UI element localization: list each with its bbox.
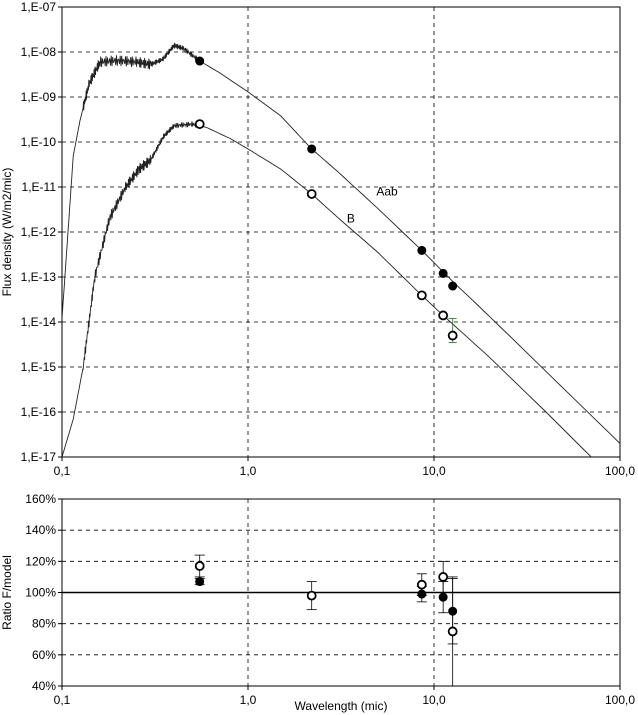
y-tick-label: 140% (25, 523, 56, 537)
data-point-B (306, 189, 317, 199)
data-point-B (416, 290, 427, 301)
y-tick-label: 1,E-16 (21, 405, 57, 419)
x-tick-label: 100,0 (605, 464, 635, 478)
y-tick-label: 1,E-08 (21, 45, 57, 59)
y-tick-label: 40% (32, 679, 56, 693)
data-point-B (194, 119, 205, 129)
x-axis-label: Wavelength (mic) (295, 699, 388, 713)
y-tick-label: 160% (25, 492, 56, 506)
curve-label-aab: Aab (376, 184, 398, 198)
x-tick-label: 1,0 (240, 693, 257, 707)
flux-panel: 1,E-17 1,E-16 1,E-15 1,E-14 1,E-13 1,E-12 1,E-… (0, 0, 635, 478)
y-tick-label: 1,E-13 (21, 270, 57, 284)
ratio-point-B (194, 561, 205, 571)
ratio-point-Aab (438, 592, 448, 602)
data-point-B (438, 310, 449, 321)
x-tick-label: 100,0 (605, 693, 635, 707)
ratio-point-Aab (448, 606, 458, 616)
y-tick-label: 60% (32, 648, 56, 662)
y-axis-label: Flux density (W/m2/mic) (0, 168, 14, 297)
x-tick-label: 10,0 (422, 464, 446, 478)
x-tick-label: 1,0 (240, 464, 257, 478)
y-tick-label: 1,E-14 (21, 315, 57, 329)
x-tick-label: 0,1 (54, 693, 71, 707)
curve-label-b: B (347, 211, 355, 225)
data-point-Aab (438, 268, 448, 278)
ratio-point-B (306, 590, 317, 601)
data-point-B (447, 330, 458, 341)
y-tick-label: 80% (32, 617, 56, 631)
x-tick-label: 10,0 (422, 693, 446, 707)
y-tick-label: 100% (25, 586, 56, 600)
data-point-Aab (195, 56, 205, 66)
ratio-point-Aab (195, 577, 205, 587)
data-point-Aab (417, 245, 427, 255)
y-tick-label: 1,E-12 (21, 225, 57, 239)
y-tick-label: 1,E-15 (21, 360, 57, 374)
data-point-Aab (307, 144, 317, 154)
ratio-point-B (447, 626, 458, 637)
ratio-panel: 40% 60% 80% 100% 120% 140% 160% 0,1 1,0 10,0 100,0… (0, 492, 635, 713)
y-tick-label: 1,E-09 (21, 90, 57, 104)
ratio-point-B (438, 572, 449, 582)
x-tick-label: 0,1 (54, 464, 71, 478)
model-curve-B (62, 121, 592, 457)
ratio-point-B (416, 579, 427, 590)
y-tick-label: 1,E-10 (21, 135, 57, 149)
y-axis-label: Ratio F/model (0, 555, 14, 630)
model-curve-Aab (62, 42, 620, 444)
y-tick-label: 1,E-17 (21, 450, 57, 464)
y-tick-label: 1,E-11 (22, 180, 57, 194)
data-point-Aab (448, 281, 458, 291)
y-tick-label: 120% (25, 554, 56, 568)
ratio-point-Aab (417, 589, 427, 599)
y-tick-label: 1,E-07 (21, 0, 57, 14)
